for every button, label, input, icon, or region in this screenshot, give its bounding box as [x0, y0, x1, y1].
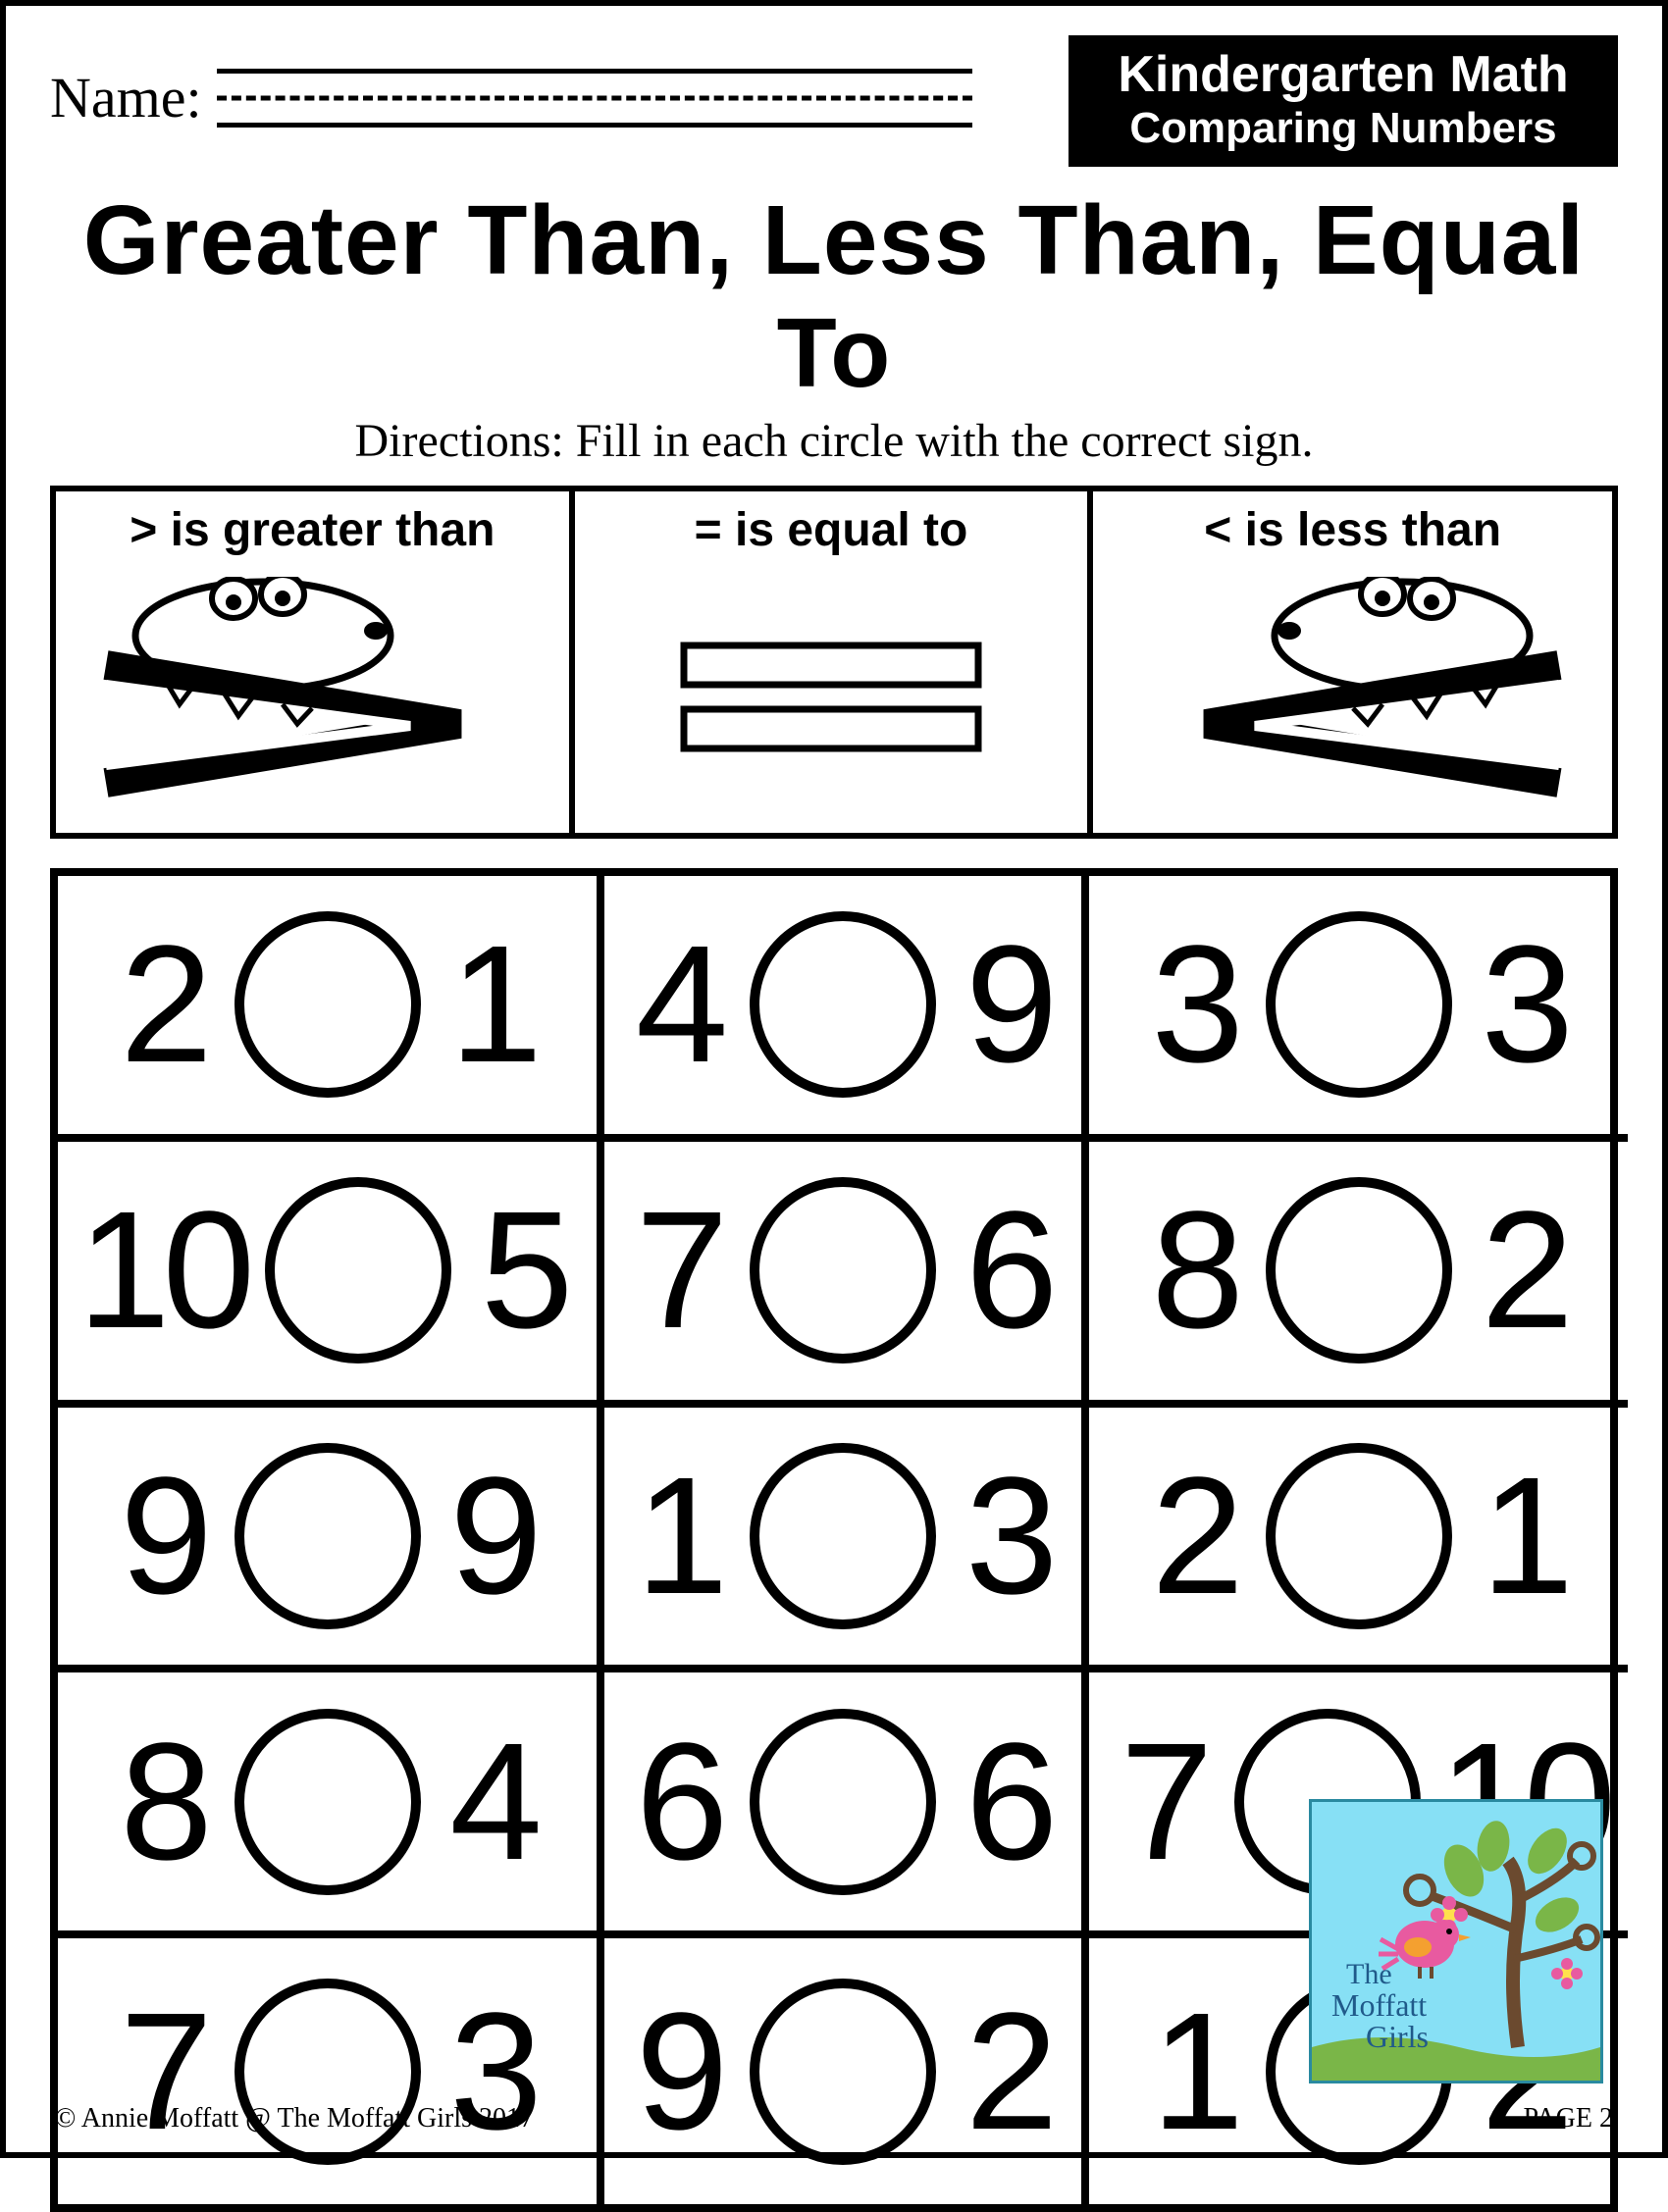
number-left: 10 [78, 1187, 247, 1354]
number-right: 3 [954, 1453, 1062, 1620]
name-block: Name: [50, 65, 972, 130]
legend-greater-than: > is greater than [56, 491, 575, 833]
answer-circle[interactable] [1266, 1177, 1452, 1363]
legend-label: = is equal to [695, 503, 968, 557]
number-left: 7 [1109, 1719, 1217, 1885]
number-left: 2 [1140, 1453, 1248, 1620]
legend-label: < is less than [1204, 503, 1501, 557]
problem-cell: 84 [58, 1672, 604, 1938]
page-number: PAGE 2 [1523, 2103, 1613, 2135]
answer-circle[interactable] [750, 911, 936, 1098]
answer-circle[interactable] [235, 1979, 421, 2165]
page-footer: © Annie Moffatt @ The Moffatt Girls 2017… [55, 2103, 1613, 2135]
header-row: Name: Kindergarten Math Comparing Number… [50, 35, 1618, 167]
number-right: 3 [1470, 921, 1578, 1088]
badge-line1: Kindergarten Math [1088, 45, 1598, 104]
answer-circle[interactable] [235, 1443, 421, 1629]
legend-equal-to: = is equal to [575, 491, 1094, 833]
alligator-less-icon [1101, 567, 1604, 821]
number-right: 1 [1470, 1453, 1578, 1620]
copyright-text: © Annie Moffatt @ The Moffatt Girls 2017 [55, 2103, 534, 2135]
answer-circle[interactable] [1266, 1443, 1452, 1629]
problem-cell: 33 [1089, 876, 1628, 1142]
answer-circle[interactable] [235, 911, 421, 1098]
problem-cell: 21 [58, 876, 604, 1142]
answer-circle[interactable] [750, 1979, 936, 2165]
legend-box: > is greater than = [50, 486, 1618, 839]
worksheet-title: Greater Than, Less Than, Equal To [50, 184, 1618, 410]
number-left: 8 [109, 1719, 217, 1885]
number-left: 3 [1140, 921, 1248, 1088]
problem-cell: 49 [604, 876, 1089, 1142]
problem-cell: 10 5 [58, 1142, 604, 1408]
answer-circle[interactable] [1266, 911, 1452, 1098]
number-right: 1 [439, 921, 547, 1088]
name-label: Name: [50, 65, 202, 130]
answer-circle[interactable] [750, 1443, 936, 1629]
number-right: 4 [439, 1719, 547, 1885]
alligator-greater-icon [64, 567, 561, 821]
number-right: 6 [954, 1719, 1062, 1885]
answer-circle[interactable] [265, 1177, 451, 1363]
logo-text-3: Girls [1366, 2019, 1429, 2054]
problem-cell: 21 [1089, 1408, 1628, 1673]
problem-cell: 73 [58, 1938, 604, 2204]
number-left: 7 [624, 1187, 732, 1354]
logo-text-1: The [1346, 1958, 1392, 1990]
problem-cell: 66 [604, 1672, 1089, 1938]
number-left: 4 [624, 921, 732, 1088]
badge-line2: Comparing Numbers [1088, 104, 1598, 153]
number-left: 6 [624, 1719, 732, 1885]
legend-label: > is greater than [130, 503, 495, 557]
number-left: 2 [109, 921, 217, 1088]
problem-cell: 82 [1089, 1142, 1628, 1408]
equal-sign-icon [583, 567, 1080, 821]
number-right: 9 [954, 921, 1062, 1088]
answer-circle[interactable] [235, 1709, 421, 1895]
worksheet-page: Name: Kindergarten Math Comparing Number… [0, 0, 1668, 2158]
number-right: 2 [1470, 1187, 1578, 1354]
number-right: 9 [439, 1453, 547, 1620]
number-right: 5 [469, 1187, 577, 1354]
logo-text-2: Moffatt [1331, 1987, 1427, 2023]
legend-less-than: < is less than [1093, 491, 1612, 833]
number-right: 6 [954, 1187, 1062, 1354]
number-left: 8 [1140, 1187, 1248, 1354]
directions-text: Directions: Fill in each circle with the… [50, 414, 1618, 468]
subject-badge: Kindergarten Math Comparing Numbers [1069, 35, 1618, 167]
problem-cell: 92 [604, 1938, 1089, 2204]
answer-circle[interactable] [750, 1709, 936, 1895]
problem-cell: 76 [604, 1142, 1089, 1408]
number-left: 1 [624, 1453, 732, 1620]
problem-cell: 13 [604, 1408, 1089, 1673]
problem-cell: 99 [58, 1408, 604, 1673]
moffatt-girls-logo: The Moffatt Girls [1309, 1799, 1603, 2083]
name-writing-line[interactable] [217, 69, 972, 128]
number-left: 9 [109, 1453, 217, 1620]
answer-circle[interactable] [750, 1177, 936, 1363]
